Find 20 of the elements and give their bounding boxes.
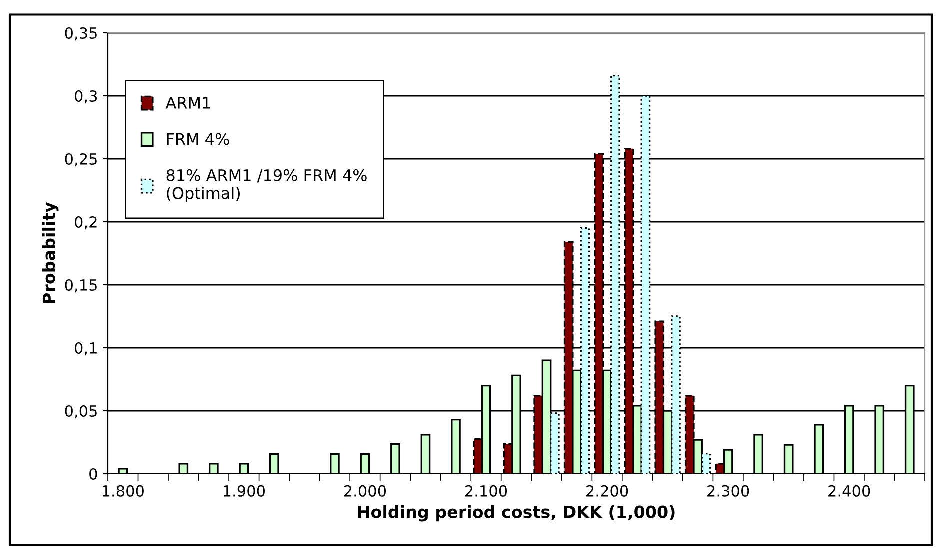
x-tick-label: 2.000: [344, 485, 386, 497]
y-tick-label: 0,25: [65, 153, 97, 167]
legend-label: FRM 4%: [167, 133, 230, 146]
x-axis-title: Holding period costs, DKK (1,000): [358, 505, 675, 522]
legend-label: 81% ARM1 /19% FRM 4% (Optimal): [166, 169, 367, 202]
legend-label: ARM1: [166, 97, 210, 109]
y-axis-title: Probability: [42, 202, 59, 304]
y-tick-label: 0,35: [65, 27, 97, 41]
y-tick-label: 0,15: [65, 279, 97, 293]
x-tick-label: 2.400: [828, 485, 870, 497]
x-tick-label: 2.200: [586, 485, 628, 497]
y-tick-label: 0,3: [74, 90, 98, 104]
x-tick-label: 2.100: [465, 485, 508, 497]
y-tick-label: 0: [90, 468, 98, 480]
y-tick-label: 0,2: [74, 216, 97, 230]
y-tick-label: 0,1: [74, 342, 97, 356]
x-tick-label: 2.300: [708, 485, 750, 497]
x-tick-label: 1.800: [102, 485, 144, 497]
x-tick-label: 1.900: [224, 485, 266, 497]
y-tick-label: 0,05: [65, 405, 97, 419]
